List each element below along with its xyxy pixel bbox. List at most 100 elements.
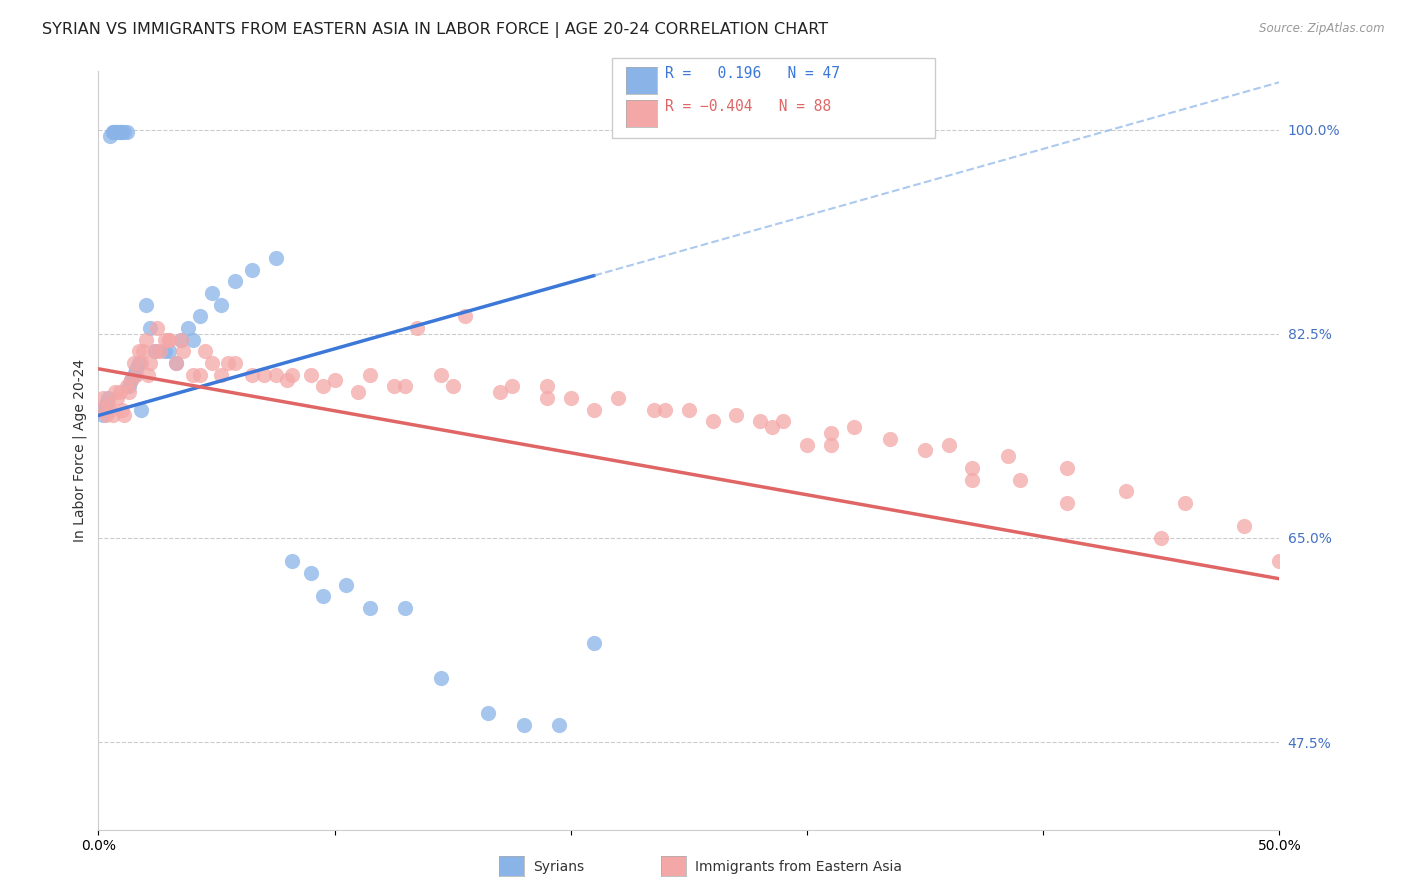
Point	[240, 262, 263, 277]
Point	[149, 344, 172, 359]
Point	[209, 368, 232, 382]
Point	[678, 402, 700, 417]
Point	[104, 125, 127, 139]
Point	[121, 374, 143, 388]
Point	[359, 368, 381, 382]
Point	[172, 344, 194, 359]
Point	[347, 385, 370, 400]
Text: Source: ZipAtlas.com: Source: ZipAtlas.com	[1260, 22, 1385, 36]
Point	[702, 414, 724, 428]
Point	[132, 344, 155, 359]
Point	[105, 391, 128, 405]
Point	[312, 589, 335, 603]
Point	[962, 461, 984, 475]
Point	[143, 344, 166, 359]
Point	[143, 344, 166, 359]
Point	[181, 333, 204, 347]
Point	[97, 397, 120, 411]
Point	[104, 125, 127, 139]
Text: SYRIAN VS IMMIGRANTS FROM EASTERN ASIA IN LABOR FORCE | AGE 20-24 CORRELATION CH: SYRIAN VS IMMIGRANTS FROM EASTERN ASIA I…	[42, 22, 828, 38]
Y-axis label: In Labor Force | Age 20-24: In Labor Force | Age 20-24	[73, 359, 87, 542]
Point	[201, 285, 224, 300]
Point	[135, 333, 157, 347]
Point	[1233, 519, 1256, 533]
Point	[135, 298, 157, 312]
Point	[129, 402, 152, 417]
Text: Syrians: Syrians	[533, 860, 583, 874]
Point	[217, 356, 239, 370]
Point	[938, 437, 960, 451]
Point	[725, 409, 748, 423]
Point	[108, 125, 131, 139]
Point	[1008, 473, 1031, 487]
Point	[583, 402, 606, 417]
Point	[281, 368, 304, 382]
Point	[128, 356, 150, 370]
Point	[1268, 554, 1291, 568]
Point	[157, 344, 180, 359]
Point	[165, 356, 187, 370]
Point	[844, 420, 866, 434]
Point	[188, 368, 211, 382]
Point	[536, 391, 558, 405]
Point	[101, 125, 124, 139]
Point	[111, 125, 134, 139]
Point	[1056, 496, 1078, 510]
Point	[209, 298, 232, 312]
Point	[153, 344, 176, 359]
Point	[136, 368, 159, 382]
Point	[157, 333, 180, 347]
Point	[112, 125, 135, 139]
Point	[170, 333, 193, 347]
Point	[281, 554, 304, 568]
Point	[335, 577, 357, 591]
Point	[430, 671, 453, 685]
Point	[560, 391, 582, 405]
Point	[121, 374, 143, 388]
Point	[1174, 496, 1197, 510]
Text: R =   0.196   N = 47: R = 0.196 N = 47	[665, 66, 839, 81]
Point	[125, 368, 148, 382]
Point	[90, 402, 112, 417]
Point	[101, 409, 124, 423]
Point	[108, 125, 131, 139]
Point	[1150, 531, 1173, 545]
Point	[118, 385, 141, 400]
Point	[122, 356, 145, 370]
Point	[146, 321, 169, 335]
Point	[201, 356, 224, 370]
Point	[962, 473, 984, 487]
Point	[607, 391, 630, 405]
Point	[112, 409, 135, 423]
Point	[118, 379, 141, 393]
Point	[115, 125, 138, 139]
Point	[170, 333, 193, 347]
Point	[94, 397, 117, 411]
Point	[253, 368, 276, 382]
Text: Immigrants from Eastern Asia: Immigrants from Eastern Asia	[695, 860, 901, 874]
Point	[441, 379, 464, 393]
Point	[153, 333, 176, 347]
Point	[105, 125, 128, 139]
Point	[90, 402, 112, 417]
Point	[115, 379, 138, 393]
Point	[761, 420, 783, 434]
Point	[772, 414, 794, 428]
Point	[312, 379, 335, 393]
Point	[139, 321, 162, 335]
Point	[194, 344, 217, 359]
Point	[181, 368, 204, 382]
Point	[97, 391, 120, 405]
Point	[914, 443, 936, 458]
Point	[748, 414, 770, 428]
Point	[406, 321, 429, 335]
Point	[1115, 484, 1137, 499]
Point	[98, 402, 121, 417]
Point	[643, 402, 665, 417]
Point	[157, 333, 180, 347]
Point	[139, 356, 162, 370]
Point	[654, 402, 676, 417]
Point	[430, 368, 453, 382]
Point	[240, 368, 263, 382]
Point	[299, 566, 322, 580]
